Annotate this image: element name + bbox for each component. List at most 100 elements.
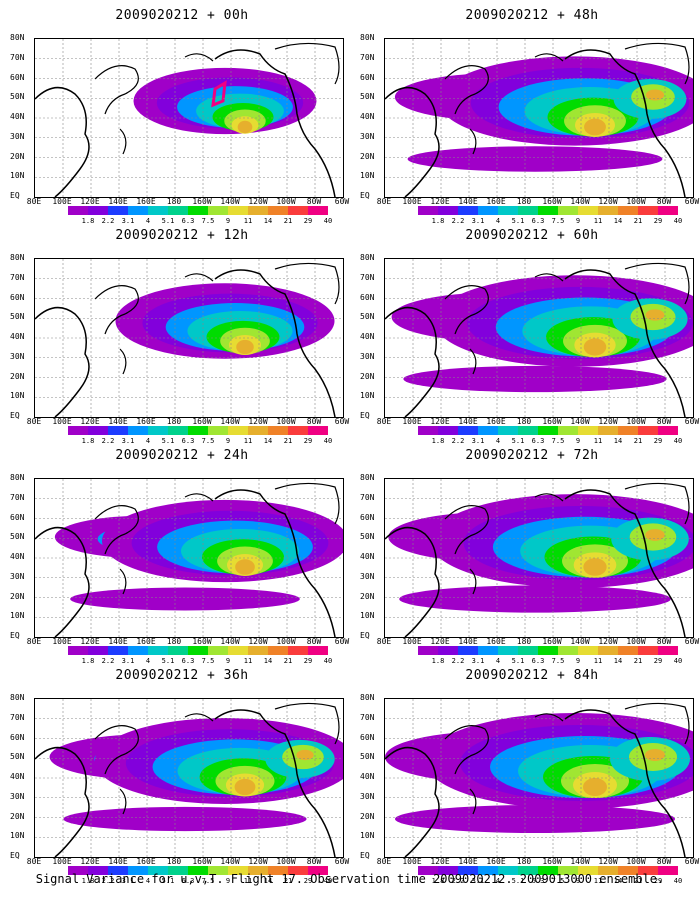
colorbar-tick-label: 3.1 (121, 217, 135, 225)
colorbar-swatch (128, 866, 148, 875)
lon-tick-label: 100W (626, 857, 646, 866)
colorbar-tick-label: 14 (613, 437, 623, 445)
lon-tick-label: 120E (430, 857, 450, 866)
lat-tick-label: 50N (360, 312, 375, 322)
lon-axis: 80E 100E 120E 140E 160E 180 160W 140W 120W 100W 80… (377, 637, 699, 647)
colorbar-swatch (598, 646, 618, 655)
colorbar-swatch (538, 206, 558, 215)
colorbar-swatch (148, 206, 168, 215)
panel-title: 2009020212 + 72h (465, 448, 599, 463)
lon-tick-label: 80W (656, 637, 672, 646)
lon-tick-label: 100W (276, 197, 296, 206)
colorbar-tick-label: 7.5 (551, 877, 565, 885)
colorbar (418, 426, 678, 435)
map-field (34, 258, 344, 418)
colorbar-tick-label: 21 (633, 657, 643, 665)
colorbar-swatch (128, 646, 148, 655)
lon-tick-label: 60W (334, 857, 350, 866)
colorbar-swatch (618, 426, 638, 435)
lat-tick-label: 30N (360, 571, 375, 581)
lat-tick-label: 80N (360, 693, 375, 702)
colorbar-swatch (208, 426, 228, 435)
colorbar-swatch (268, 426, 288, 435)
lat-axis: 80N 70N 60N 50N 40N 30N 20N 10N EQ (10, 34, 32, 200)
lon-tick-label: 140W (220, 637, 240, 646)
colorbar-swatch (168, 426, 188, 435)
lon-tick-label: 180 (166, 197, 182, 206)
lon-axis: 80E 100E 120E 140E 160E 180 160W 140W 120W 100W 80… (377, 417, 699, 427)
lon-tick-label: 60W (684, 197, 700, 206)
colorbar-swatch (308, 646, 328, 655)
lat-tick-label: 10N (10, 391, 25, 401)
colorbar-tick-label: 29 (303, 437, 313, 445)
lat-tick-label: 40N (10, 112, 25, 121)
lon-tick-label: 180 (166, 637, 182, 646)
map-field (384, 258, 694, 418)
lon-tick-label: 120E (80, 417, 100, 426)
lat-tick-label: 70N (360, 492, 375, 502)
lat-tick-label: 70N (360, 52, 375, 62)
lat-tick-label: 70N (360, 712, 375, 722)
colorbar-swatch (438, 206, 458, 215)
colorbar-swatch (558, 866, 578, 875)
lat-tick-label: 80N (10, 253, 25, 262)
colorbar-tick-label: 2.2 (101, 217, 115, 225)
colorbar-tick-label: 11 (243, 877, 253, 885)
lat-tick-label: 70N (10, 492, 25, 502)
colorbar-swatch (558, 426, 578, 435)
colorbar-tick-label: 5.1 (161, 877, 175, 885)
lon-axis: 80E 100E 120E 140E 160E 180 160W 140W 120W 100W 80… (27, 857, 349, 867)
colorbar-tick-label: 5.1 (511, 657, 525, 665)
lon-tick-label: 140E (108, 417, 128, 426)
colorbar-tick-label: 5.1 (511, 437, 525, 445)
lat-axis: 80N 70N 60N 50N 40N 30N 20N 10N EQ (360, 694, 382, 860)
map-panel: 2009020212 + 00h 80N 70N 60N 50N 40N 30N 20N 10… (10, 8, 352, 228)
colorbar-tick-label: 11 (593, 217, 603, 225)
colorbar-tick-label: 2.2 (101, 437, 115, 445)
lon-tick-label: 60W (334, 417, 350, 426)
lat-tick-label: 60N (360, 732, 375, 742)
colorbar-swatch (168, 206, 188, 215)
colorbar-tick-label: 4 (145, 657, 151, 665)
lon-tick-label: 160W (192, 197, 212, 206)
colorbar-swatch (208, 866, 228, 875)
lon-tick-label: 180 (516, 197, 532, 206)
lon-tick-label: 80W (306, 197, 322, 206)
lat-tick-label: 80N (360, 473, 375, 482)
lon-tick-label: 160W (542, 857, 562, 866)
lon-tick-label: 60W (334, 197, 350, 206)
colorbar-swatch (578, 646, 598, 655)
lon-tick-label: 140W (220, 857, 240, 866)
colorbar-swatch (248, 646, 268, 655)
lon-tick-label: 160W (542, 637, 562, 646)
lon-tick-label: 60W (684, 637, 700, 646)
lon-tick-label: 160W (192, 857, 212, 866)
colorbar-swatch (188, 866, 208, 875)
colorbar-labels: 1.8 2.2 3.1 4 5.1 6.3 7.5 9 11 14 21 29 40 (68, 437, 333, 445)
colorbar-tick-label: 40 (323, 437, 333, 445)
colorbar-tick-label: 40 (323, 657, 333, 665)
colorbar-swatch (188, 646, 208, 655)
colorbar-swatch (558, 646, 578, 655)
colorbar-tick-label: 7.5 (201, 217, 215, 225)
colorbar-swatch (498, 426, 518, 435)
lat-tick-label: 30N (10, 571, 25, 581)
colorbar-tick-label: 4 (145, 877, 151, 885)
panel-title: 2009020212 + 12h (115, 228, 249, 243)
lon-tick-label: 120W (248, 417, 268, 426)
colorbar-tick-label: 7.5 (201, 877, 215, 885)
colorbar-tick-label: 29 (303, 217, 313, 225)
map-field (384, 478, 694, 638)
lat-tick-label: 70N (360, 272, 375, 282)
colorbar-tick-label: 9 (225, 437, 231, 445)
lon-tick-label: 120W (598, 417, 618, 426)
colorbar-swatch (598, 426, 618, 435)
lat-tick-label: 20N (10, 371, 25, 381)
lat-tick-label: 70N (10, 272, 25, 282)
colorbar (68, 426, 328, 435)
lat-tick-label: 20N (10, 151, 25, 161)
lat-axis: 80N 70N 60N 50N 40N 30N 20N 10N EQ (360, 34, 382, 200)
lon-tick-label: 60W (684, 417, 700, 426)
colorbar-swatch (478, 866, 498, 875)
lon-tick-label: 100E (52, 637, 72, 646)
